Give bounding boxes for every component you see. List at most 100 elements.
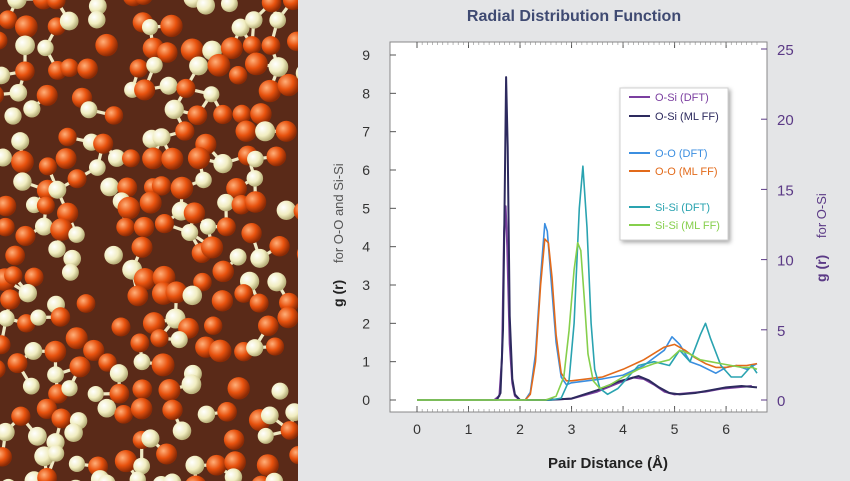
x-axis-label: Pair Distance (Å) bbox=[548, 455, 668, 472]
silicon-atom bbox=[61, 263, 79, 281]
silicon-atom bbox=[64, 423, 83, 442]
oxygen-atom bbox=[206, 454, 227, 476]
y-right-tick-label: 0 bbox=[777, 393, 785, 410]
y-tick-label: 6 bbox=[362, 162, 370, 178]
silicon-atom bbox=[59, 11, 79, 31]
oxygen-atom bbox=[135, 0, 152, 5]
oxygen-atom bbox=[151, 353, 175, 377]
oxygen-atom bbox=[0, 360, 6, 378]
oxygen-atom bbox=[228, 66, 248, 85]
tick-layer: 0 1 2 3 4 5 6 0 1 2 3 4 5 6 7 8 9 0 5 10 15 20 25 bbox=[362, 42, 794, 437]
oxygen-atom bbox=[277, 73, 298, 97]
oxygen-atom bbox=[213, 104, 233, 125]
oxygen-atom bbox=[132, 379, 153, 400]
oxygen-atom bbox=[223, 429, 245, 450]
silicon-atom bbox=[13, 172, 32, 191]
series-line-2 bbox=[417, 222, 758, 401]
series-line-4 bbox=[417, 165, 758, 401]
oxygen-atom bbox=[7, 353, 28, 374]
legend-label: O-O (DFT) bbox=[655, 148, 708, 160]
silicon-atom bbox=[231, 18, 250, 37]
oxygen-atom bbox=[36, 398, 58, 419]
silicon-atom bbox=[108, 149, 126, 167]
silicon-atom bbox=[2, 478, 14, 481]
series-line-1 bbox=[417, 76, 758, 401]
oxygen-atom bbox=[50, 307, 71, 327]
silicon-atom bbox=[68, 226, 85, 243]
oxygen-atom bbox=[104, 106, 124, 125]
oxygen-atom bbox=[165, 281, 188, 304]
silicon-atom bbox=[47, 366, 64, 384]
oxygen-atom bbox=[36, 84, 58, 106]
oxygen-atom bbox=[180, 38, 204, 62]
legend-label: Si-Si (DFT) bbox=[655, 202, 710, 214]
oxygen-atom bbox=[216, 217, 236, 237]
silicon-atom bbox=[220, 0, 238, 13]
oxygen-atom bbox=[51, 408, 72, 429]
silicon-atom bbox=[255, 121, 276, 142]
oxygen-atom bbox=[212, 260, 234, 283]
silicon-atom bbox=[48, 180, 67, 199]
oxygen-atom bbox=[235, 120, 257, 142]
oxygen-atom bbox=[58, 127, 77, 147]
silicon-atom bbox=[0, 310, 15, 327]
silicon-atom bbox=[7, 0, 27, 9]
oxygen-atom bbox=[279, 292, 298, 313]
y-tick-label: 4 bbox=[362, 239, 370, 255]
oxygen-atom bbox=[95, 33, 118, 57]
y-right-tick-label: 25 bbox=[777, 42, 794, 59]
silicon-atom bbox=[0, 422, 15, 442]
oxygen-atom bbox=[83, 339, 105, 362]
oxygen-atom bbox=[183, 202, 206, 224]
legend-label: O-Si (ML FF) bbox=[655, 111, 719, 123]
left-axis-label-rest: for O-O and Si-Si bbox=[331, 163, 346, 263]
oxygen-atom bbox=[46, 0, 66, 10]
oxygen-atom bbox=[109, 383, 130, 404]
oxygen-atom bbox=[151, 176, 172, 196]
oxygen-atom bbox=[193, 272, 212, 292]
oxygen-atom bbox=[0, 447, 12, 467]
oxygen-atom bbox=[217, 401, 237, 422]
silicon-atom bbox=[182, 285, 203, 306]
oxygen-atom bbox=[65, 327, 88, 350]
x-tick-label: 1 bbox=[465, 421, 473, 437]
silicon-atom bbox=[133, 353, 151, 371]
y-right-tick-label: 5 bbox=[777, 323, 785, 340]
silicon-atom bbox=[181, 223, 199, 241]
oxygen-atom bbox=[0, 335, 11, 355]
silicon-atom bbox=[27, 426, 47, 446]
x-tick-label: 0 bbox=[413, 421, 421, 437]
oxygen-atom bbox=[69, 356, 91, 378]
oxygen-atom bbox=[249, 293, 269, 313]
legend-box bbox=[619, 87, 729, 241]
oxygen-atom bbox=[133, 216, 155, 238]
silicon-atom bbox=[276, 200, 297, 221]
oxygen-atom bbox=[266, 337, 285, 356]
oxygen-atom bbox=[76, 294, 96, 313]
oxygen-atom bbox=[269, 236, 290, 257]
silicon-atom bbox=[196, 0, 216, 15]
silicon-atom bbox=[18, 284, 37, 303]
oxygen-atom bbox=[156, 443, 178, 465]
silicon-atom bbox=[87, 385, 104, 403]
left-axis-label-bold: g (r) bbox=[330, 280, 346, 307]
y-tick-label: 3 bbox=[362, 277, 370, 293]
oxygen-atom bbox=[208, 339, 232, 363]
silicon-atom bbox=[141, 19, 159, 36]
oxygen-atom bbox=[234, 284, 254, 303]
silicon-atom bbox=[97, 474, 116, 481]
y-tick-label: 8 bbox=[362, 85, 370, 101]
oxygen-atom bbox=[117, 196, 141, 220]
silicon-atom bbox=[0, 66, 11, 85]
silica-atomic-model bbox=[0, 0, 298, 481]
oxygen-atom bbox=[170, 176, 194, 200]
oxygen-atom bbox=[157, 42, 178, 63]
series-layer bbox=[417, 76, 758, 401]
oxygen-atom bbox=[130, 397, 153, 420]
oxygen-atom bbox=[4, 266, 23, 285]
silicon-atom bbox=[34, 217, 53, 236]
x-tick-label: 4 bbox=[619, 421, 627, 437]
oxygen-atom bbox=[60, 58, 79, 78]
silicon-atom bbox=[68, 455, 86, 472]
y-tick-label: 0 bbox=[362, 392, 370, 408]
